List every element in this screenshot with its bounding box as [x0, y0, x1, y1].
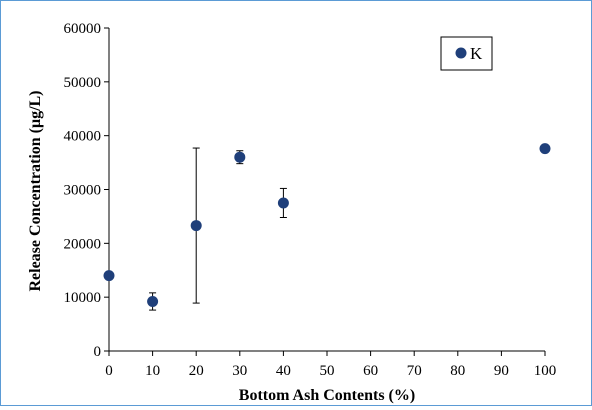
- ticks: [104, 27, 546, 356]
- data-point: [234, 151, 246, 163]
- data-point: [147, 295, 159, 307]
- y-tick-label: 40000: [64, 129, 102, 145]
- data-points: [103, 143, 551, 307]
- data-point: [103, 270, 115, 282]
- x-axis-title: Bottom Ash Contents (%): [239, 387, 415, 404]
- data-point: [539, 143, 551, 155]
- x-tick-label: 20: [189, 363, 204, 379]
- x-tick-label: 40: [276, 363, 291, 379]
- x-tick-label: 10: [145, 363, 160, 379]
- x-tick-label: 90: [494, 363, 509, 379]
- data-point: [277, 197, 289, 209]
- legend: K: [440, 36, 493, 71]
- x-tick-label: 50: [320, 363, 335, 379]
- y-tick-label: 50000: [64, 75, 102, 91]
- legend-label: K: [470, 44, 483, 63]
- y-axis-title: Release Concentration (μg/L): [27, 90, 44, 291]
- y-tick-label: 60000: [64, 21, 102, 37]
- axes: [108, 28, 545, 352]
- y-tick-label: 10000: [64, 290, 102, 306]
- x-tick-label: 70: [407, 363, 422, 379]
- x-tick-label: 100: [534, 363, 557, 379]
- y-tick-label: 30000: [64, 183, 102, 199]
- legend-marker: [455, 47, 467, 59]
- legend-box: [440, 36, 493, 71]
- tick-labels: 0 10000 20000 30000 40000 50000 60000 0 10 20 30 40…: [64, 21, 557, 379]
- x-tick-label: 60: [363, 363, 378, 379]
- error-bars: [149, 147, 287, 311]
- x-tick-label: 30: [232, 363, 247, 379]
- y-tick-label: 0: [94, 344, 102, 360]
- x-tick-label: 80: [450, 363, 465, 379]
- y-tick-label: 20000: [64, 236, 102, 252]
- x-tick-label: 0: [105, 363, 113, 379]
- data-point: [190, 220, 202, 232]
